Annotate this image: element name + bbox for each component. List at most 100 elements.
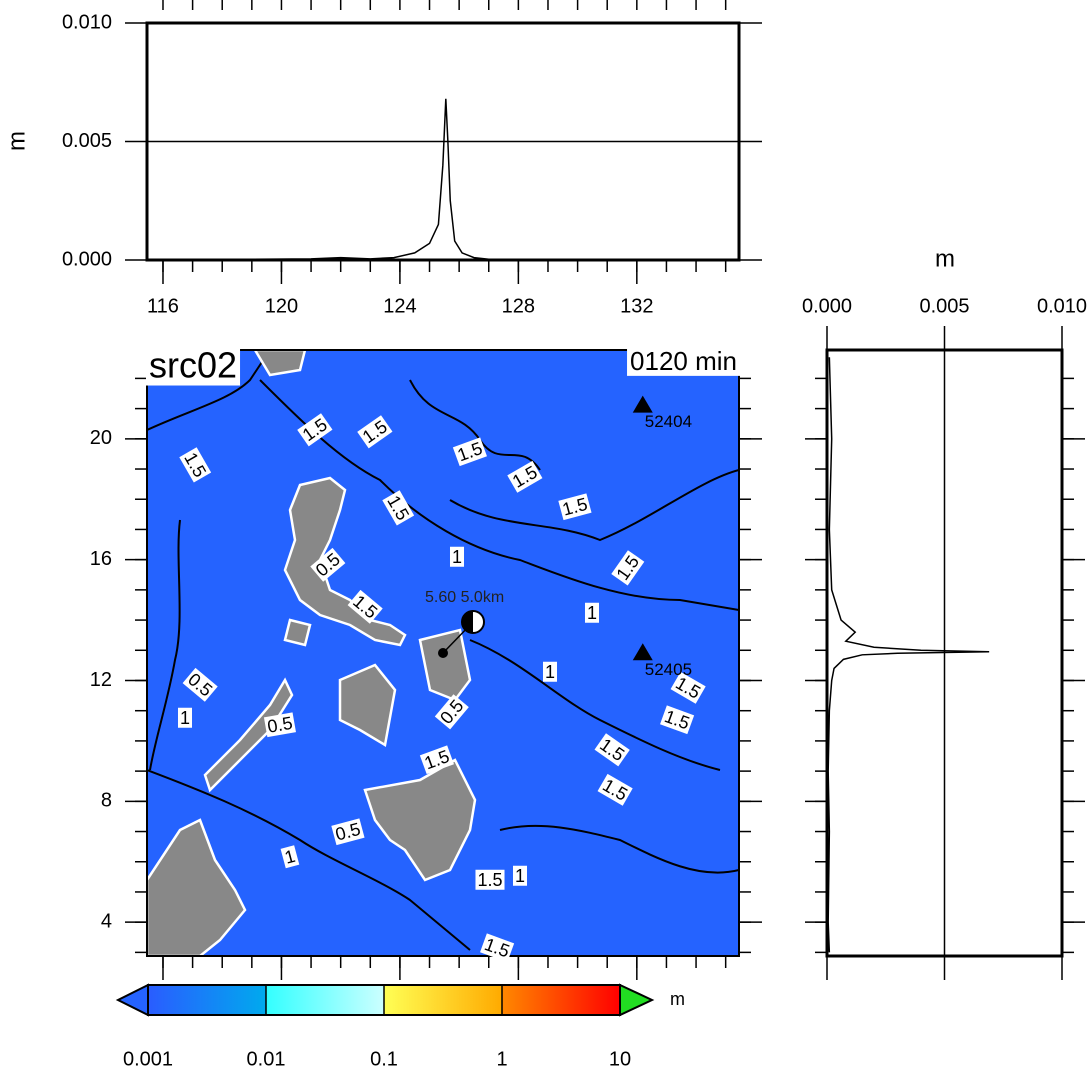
colorbar-tick-label: 1 [496,1048,507,1070]
colorbar-tick-label: 10 [609,1048,631,1070]
label-bg [480,933,515,963]
label-bg [331,818,365,846]
colorbar-over [619,983,655,1017]
contour [149,519,181,771]
contour-label-text: 1 [545,662,555,682]
station-label: 52404 [645,412,692,431]
contour-label-text: 1 [515,866,525,886]
label-bg [594,733,630,767]
contour [449,469,739,542]
label-bg [452,437,487,467]
land [253,350,307,377]
land [283,476,407,647]
contour-label: 1 [280,845,300,869]
station [632,395,653,413]
x-tick-label: 120 [265,295,298,317]
label-bg [584,602,600,623]
x-tick-label: 124 [383,295,416,317]
x-tick-label: 0.000 [802,295,852,317]
label-bg [177,707,193,728]
label-bg [357,415,393,449]
y-tick-label: 8 [101,790,112,812]
label-bg [660,705,695,735]
label-bg [558,493,592,521]
title-bg [146,344,241,386]
land [203,677,294,793]
colorbar-segment [502,985,620,1015]
y-axis-title: m [3,131,30,151]
colorbar-tick-label: 0.01 [247,1048,286,1070]
x-axis-title: m [935,245,955,272]
title-bg [627,345,740,376]
y-tick-label: 0.010 [62,11,112,33]
contour-label: 0.5 [263,712,296,738]
label-bg [434,694,469,730]
contour-label: 1 [449,546,465,567]
y-tick-label: 12 [90,669,112,691]
beachball-quadrant [462,611,473,633]
contour [499,824,739,874]
label-bg [280,845,300,869]
label-bg [507,460,543,493]
label-bg [597,773,633,806]
label-bg [611,550,645,586]
contour-label: 1 [512,865,528,886]
contour [259,379,739,611]
y-tick-label: 20 [90,427,112,449]
label-bg [310,547,346,582]
contour-label-text: 1 [180,708,190,728]
contour-label: 1 [177,707,193,728]
land [418,628,472,702]
contour-label: 1 [542,661,558,682]
contour [147,769,471,951]
contour [469,639,721,771]
y-tick-label: 4 [101,910,112,932]
land [283,618,312,647]
map-frame [146,349,740,957]
contour-label: 1 [584,602,600,623]
x-tick-label: 0.010 [1037,295,1087,317]
colorbar-segment [384,985,502,1015]
colorbar-unit: m [670,989,685,1009]
land [338,663,397,748]
label-bg [297,413,333,447]
colorbar-segment [148,985,266,1015]
station [632,643,653,661]
colorbar-segment [266,985,384,1015]
line [157,98,732,261]
profile-line [827,357,990,953]
contour-label-text: 1.5 [477,870,502,890]
label-bg [475,869,505,890]
land [147,818,247,956]
colorbar-tick-label: 0.001 [123,1048,173,1070]
colorbar-under [115,983,149,1017]
label-bg [670,671,706,704]
contour-label-text: 1 [283,846,298,868]
x-tick-label: 116 [147,295,179,317]
contour-label: 1.5 [475,869,505,890]
contour [147,350,271,431]
contour-label-text: 1 [587,603,597,623]
label-bg [419,745,454,775]
label-bg [347,589,383,624]
contour-label: 0.5 [331,818,365,846]
label-bg [449,546,465,567]
label-bg [542,661,558,682]
y-tick-label: 0.005 [62,130,112,152]
colorbar-tick-label: 0.1 [370,1048,398,1070]
map-subtitle: 0120 min [630,346,737,376]
label-bg [179,447,212,483]
y-tick-label: 0.000 [62,248,112,270]
station-label: 52405 [645,660,692,679]
map-layers [147,350,739,956]
x-tick-label: 132 [620,295,653,317]
label-bg [182,667,218,702]
label-bg [512,865,528,886]
x-tick-label: 0.005 [919,295,969,317]
label-bg [263,712,296,738]
x-tick-label: 128 [502,295,535,317]
event-label: 5.60 5.0km [425,589,504,606]
contour-label-text: 0.5 [266,713,294,737]
map-title: src02 [149,345,237,386]
